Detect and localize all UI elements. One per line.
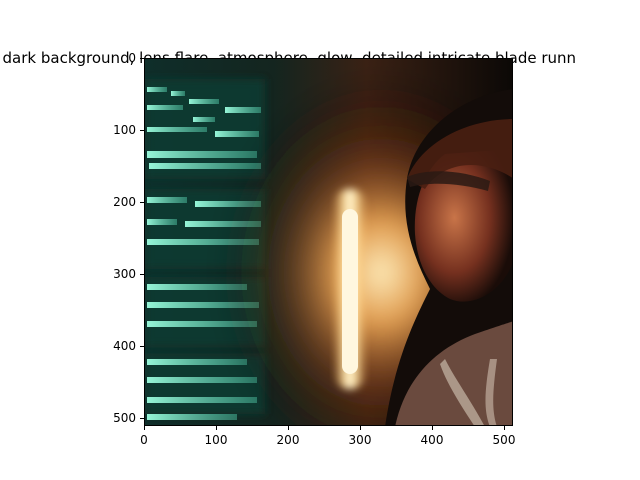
x-tick-label: 100: [204, 433, 228, 447]
y-tick: [140, 418, 144, 419]
x-tick: [432, 426, 433, 430]
x-tick: [216, 426, 217, 430]
y-tick-label: 500: [113, 411, 136, 425]
image-axes: [144, 58, 513, 426]
y-tick: [140, 202, 144, 203]
x-tick-label: 200: [276, 433, 300, 447]
x-tick-label: 500: [492, 433, 516, 447]
portrait-figure: [385, 89, 512, 425]
y-tick-label: 400: [113, 339, 136, 353]
x-tick-label: 300: [348, 433, 372, 447]
y-tick: [140, 274, 144, 275]
x-tick-label: 400: [420, 433, 444, 447]
x-tick: [288, 426, 289, 430]
x-tick: [504, 426, 505, 430]
y-tick-label: 200: [113, 195, 136, 209]
y-tick: [140, 346, 144, 347]
y-tick: [140, 130, 144, 131]
y-tick: [140, 58, 144, 59]
cyberpunk-portrait-image: [145, 59, 512, 425]
y-tick-label: 100: [113, 123, 136, 137]
x-tick: [360, 426, 361, 430]
x-tick-label: 0: [140, 433, 148, 447]
y-tick-label: 0: [128, 51, 136, 65]
y-tick-label: 300: [113, 267, 136, 281]
x-tick: [144, 426, 145, 430]
